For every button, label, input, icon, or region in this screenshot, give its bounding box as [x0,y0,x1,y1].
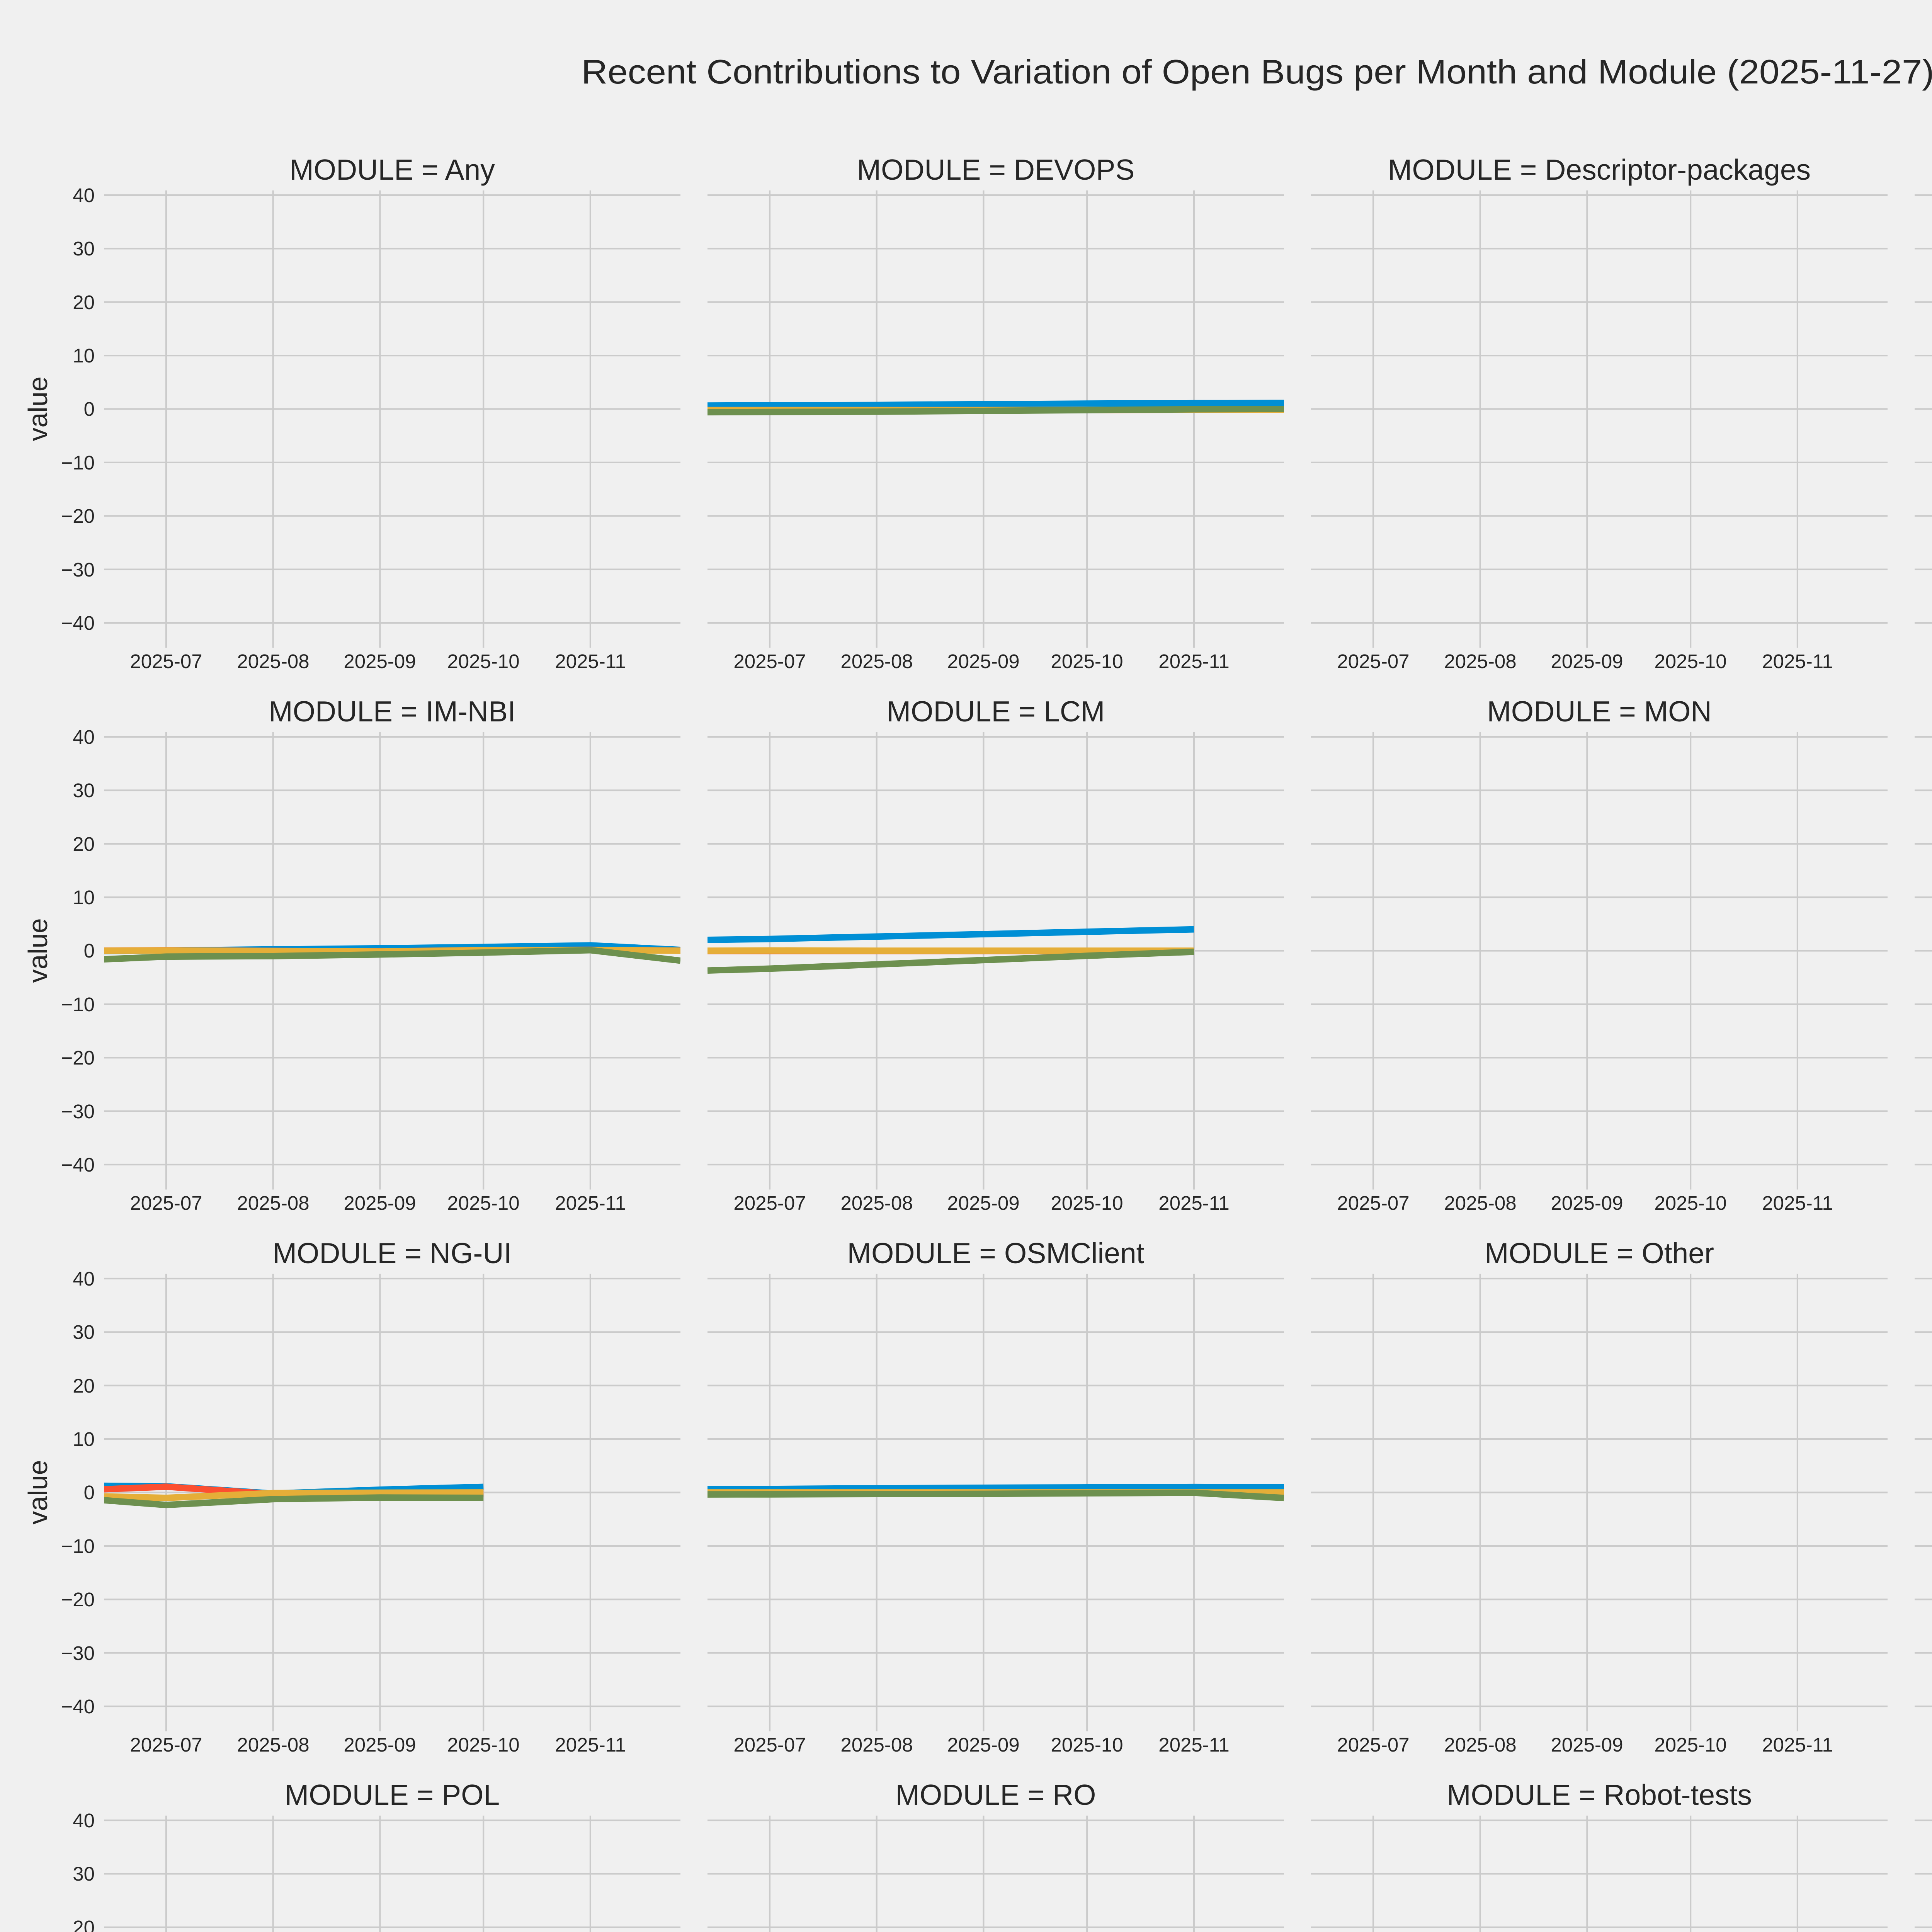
svg-text:2025-10: 2025-10 [447,650,519,672]
svg-text:MODULE = OSMClient: MODULE = OSMClient [847,1237,1145,1269]
svg-text:2025-10: 2025-10 [1654,1192,1726,1214]
svg-text:10: 10 [73,886,95,908]
svg-text:MODULE = Robot-tests: MODULE = Robot-tests [1447,1779,1752,1811]
svg-text:2025-10: 2025-10 [1051,650,1123,672]
svg-text:2025-11: 2025-11 [1158,1192,1229,1214]
svg-text:2025-08: 2025-08 [1444,1734,1516,1756]
svg-text:2025-09: 2025-09 [344,1192,416,1214]
svg-text:2025-07: 2025-07 [1337,1192,1409,1214]
svg-text:−10: −10 [61,1535,95,1557]
svg-text:2025-09: 2025-09 [344,1734,416,1756]
svg-text:30: 30 [73,238,95,260]
svg-text:2025-10: 2025-10 [447,1734,519,1756]
svg-text:2025-09: 2025-09 [947,1734,1019,1756]
svg-text:2025-09: 2025-09 [1551,650,1623,672]
svg-text:2025-10: 2025-10 [1654,650,1726,672]
svg-text:−40: −40 [61,612,95,634]
svg-text:−30: −30 [61,559,95,581]
svg-text:2025-09: 2025-09 [1551,1734,1623,1756]
svg-text:2025-08: 2025-08 [840,650,913,672]
svg-text:2025-08: 2025-08 [1444,1192,1516,1214]
svg-text:20: 20 [73,1375,95,1397]
svg-text:2025-08: 2025-08 [1444,650,1516,672]
svg-text:30: 30 [73,1321,95,1343]
svg-text:2025-10: 2025-10 [1654,1734,1726,1756]
svg-text:−40: −40 [61,1696,95,1718]
svg-text:−30: −30 [61,1642,95,1664]
svg-text:2025-09: 2025-09 [947,1192,1019,1214]
svg-text:MODULE = NG-UI: MODULE = NG-UI [273,1237,512,1269]
svg-text:2025-11: 2025-11 [1158,650,1229,672]
svg-text:−30: −30 [61,1100,95,1122]
svg-text:MODULE = MON: MODULE = MON [1487,695,1711,728]
svg-text:0: 0 [84,940,95,962]
svg-text:MODULE = RO: MODULE = RO [896,1779,1096,1811]
svg-text:MODULE = IM-NBI: MODULE = IM-NBI [269,695,516,728]
svg-text:2025-11: 2025-11 [1762,1734,1833,1756]
svg-text:2025-11: 2025-11 [1762,1192,1833,1214]
svg-text:2025-07: 2025-07 [733,1734,806,1756]
svg-text:value: value [23,1460,53,1524]
svg-text:MODULE = Any: MODULE = Any [289,153,495,186]
svg-text:2025-11: 2025-11 [555,1734,626,1756]
svg-text:40: 40 [73,1268,95,1290]
svg-text:30: 30 [73,779,95,801]
svg-text:2025-11: 2025-11 [1762,650,1833,672]
svg-text:value: value [23,376,53,441]
svg-text:2025-09: 2025-09 [1551,1192,1623,1214]
svg-text:2025-11: 2025-11 [555,1192,626,1214]
svg-text:0: 0 [84,398,95,420]
svg-text:2025-11: 2025-11 [555,650,626,672]
svg-text:MODULE = DEVOPS: MODULE = DEVOPS [857,153,1135,186]
svg-text:2025-10: 2025-10 [1051,1192,1123,1214]
svg-text:MODULE = Other: MODULE = Other [1485,1237,1714,1269]
svg-text:MODULE = POL: MODULE = POL [285,1779,500,1811]
svg-text:2025-11: 2025-11 [1158,1734,1229,1756]
svg-text:−10: −10 [61,452,95,474]
svg-text:−40: −40 [61,1154,95,1176]
svg-text:MODULE = Descriptor-packages: MODULE = Descriptor-packages [1388,153,1811,186]
svg-text:30: 30 [73,1863,95,1885]
svg-text:2025-08: 2025-08 [237,1734,309,1756]
svg-text:2025-07: 2025-07 [130,1734,202,1756]
svg-text:2025-10: 2025-10 [447,1192,519,1214]
svg-text:2025-07: 2025-07 [130,1192,202,1214]
svg-text:2025-09: 2025-09 [344,650,416,672]
svg-text:10: 10 [73,345,95,367]
svg-text:2025-07: 2025-07 [733,650,806,672]
svg-text:−20: −20 [61,1588,95,1611]
svg-text:−20: −20 [61,1047,95,1069]
svg-text:MODULE = LCM: MODULE = LCM [887,695,1105,728]
svg-text:40: 40 [73,726,95,748]
svg-text:2025-07: 2025-07 [1337,650,1409,672]
svg-text:2025-07: 2025-07 [130,650,202,672]
svg-text:2025-09: 2025-09 [947,650,1019,672]
svg-text:value: value [23,918,53,983]
svg-text:0: 0 [84,1481,95,1503]
svg-text:2025-10: 2025-10 [1051,1734,1123,1756]
svg-text:2025-08: 2025-08 [237,1192,309,1214]
svg-text:20: 20 [73,1917,95,1932]
svg-text:Recent Contributions to Variat: Recent Contributions to Variation of Ope… [582,53,1932,91]
svg-text:40: 40 [73,1810,95,1832]
svg-text:20: 20 [73,833,95,855]
svg-text:10: 10 [73,1428,95,1450]
svg-text:2025-08: 2025-08 [237,650,309,672]
svg-text:2025-07: 2025-07 [733,1192,806,1214]
svg-text:20: 20 [73,291,95,313]
svg-text:−20: −20 [61,505,95,527]
svg-text:2025-08: 2025-08 [840,1734,913,1756]
svg-text:2025-08: 2025-08 [840,1192,913,1214]
svg-text:40: 40 [73,184,95,206]
svg-text:−10: −10 [61,993,95,1015]
svg-text:2025-07: 2025-07 [1337,1734,1409,1756]
